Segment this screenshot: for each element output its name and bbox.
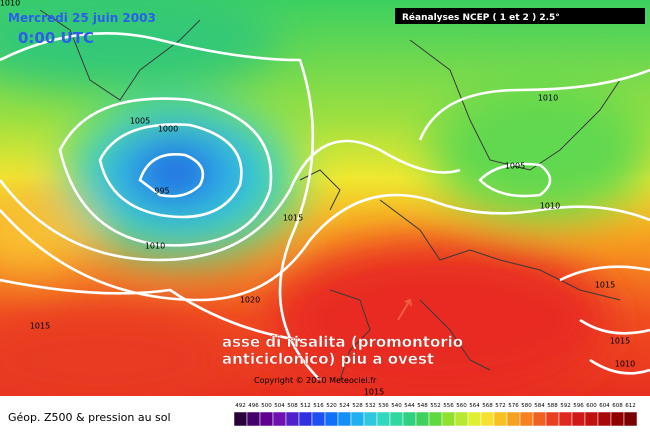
scale-swatch — [389, 411, 404, 427]
scale-label: 512 — [300, 403, 311, 409]
scale-label: 544 — [404, 403, 415, 409]
scale-label: 536 — [378, 403, 389, 409]
scale-swatch — [272, 411, 287, 427]
isobar-label: 1010 — [145, 242, 165, 251]
isobar-label: 995 — [154, 187, 169, 196]
scale-label: 508 — [287, 403, 298, 409]
scale-label: 532 — [365, 403, 376, 409]
annotation-line: anticiclonico) piu a ovest — [222, 350, 434, 368]
isobar-label: 1015 — [30, 322, 50, 331]
scale-swatch — [506, 411, 521, 427]
scale-swatch — [285, 411, 300, 427]
legend-title: Géop. Z500 & pression au sol — [8, 411, 171, 424]
scale-label: 552 — [430, 403, 441, 409]
scale-swatch — [519, 411, 534, 427]
source-box — [395, 8, 645, 24]
isobar-label: 1000 — [158, 125, 178, 134]
scale-swatch — [493, 411, 508, 427]
date: Mercredi 25 juin 2003 — [8, 11, 156, 25]
scale-label: 496 — [248, 403, 259, 409]
scale-label: 596 — [573, 403, 584, 409]
scale-label: 516 — [313, 403, 324, 409]
scale-label: 520 — [326, 403, 337, 409]
scale-swatch — [584, 411, 599, 427]
copyright: Copyright © 2010 Meteociel.fr — [254, 376, 377, 385]
annotation-line: asse di risalita (promontorio — [222, 333, 463, 351]
scale-swatch — [467, 411, 482, 427]
source: Réanalyses NCEP ( 1 et 2 ) 2.5° — [402, 12, 560, 23]
scale-label: 604 — [599, 403, 610, 409]
scale-label: 492 — [235, 403, 246, 409]
scale-swatch — [597, 411, 612, 427]
scale-swatch — [311, 411, 326, 427]
scale-label: 600 — [586, 403, 597, 409]
scale-swatch — [428, 411, 443, 427]
scale-swatch — [259, 411, 274, 427]
scale-swatch — [480, 411, 495, 427]
scale-label: 524 — [339, 403, 350, 409]
scale-label: 576 — [508, 403, 519, 409]
scale-label: 504 — [274, 403, 285, 409]
scale-label: 580 — [521, 403, 532, 409]
isobar-label: 1005 — [130, 117, 150, 126]
scale-swatch — [441, 411, 456, 427]
scale-label: 592 — [560, 403, 571, 409]
scale-swatch — [558, 411, 573, 427]
scale-swatch — [350, 411, 365, 427]
scale-swatch — [298, 411, 313, 427]
scale-swatch — [623, 411, 638, 427]
scale-label: 568 — [482, 403, 493, 409]
scale-swatch — [571, 411, 586, 427]
scale-swatch — [532, 411, 547, 427]
isobar-label: 1015 — [364, 388, 384, 397]
scale-swatch — [363, 411, 378, 427]
isobar-label: 1015 — [283, 214, 303, 223]
scale-label: 588 — [547, 403, 558, 409]
scale-label: 556 — [443, 403, 454, 409]
scale-swatch — [415, 411, 430, 427]
scale-label: 584 — [534, 403, 545, 409]
scale-swatch — [376, 411, 391, 427]
scale-swatch — [233, 411, 248, 427]
isobar-label: 1020 — [240, 296, 260, 305]
scale-swatch — [545, 411, 560, 427]
scale-swatch — [610, 411, 625, 427]
scale-label: 608 — [612, 403, 623, 409]
scale-swatch — [246, 411, 261, 427]
scale-label: 572 — [495, 403, 506, 409]
scale-label: 564 — [469, 403, 480, 409]
isobar-label: 1010 — [615, 360, 635, 369]
scale-label: 500 — [261, 403, 272, 409]
scale-swatch — [454, 411, 469, 427]
scale-swatch — [402, 411, 417, 427]
arrow — [397, 298, 412, 321]
isobar-label: 1010 — [0, 0, 20, 8]
scale-label: 528 — [352, 403, 363, 409]
isobar-label: 1015 — [595, 281, 615, 290]
scale-label: 540 — [391, 403, 402, 409]
scale-swatch — [324, 411, 339, 427]
time: 0:00 UTC — [18, 29, 94, 47]
scale-label: 612 — [625, 403, 636, 409]
field — [0, 0, 650, 396]
isobar-label: 1010 — [540, 202, 560, 211]
scale-label: 560 — [456, 403, 467, 409]
isobar-label: 1005 — [505, 162, 525, 171]
scale-swatch — [337, 411, 352, 427]
scale-label: 548 — [417, 403, 428, 409]
isobar-label: 1010 — [538, 94, 558, 103]
isobar-label: 1015 — [610, 337, 630, 346]
